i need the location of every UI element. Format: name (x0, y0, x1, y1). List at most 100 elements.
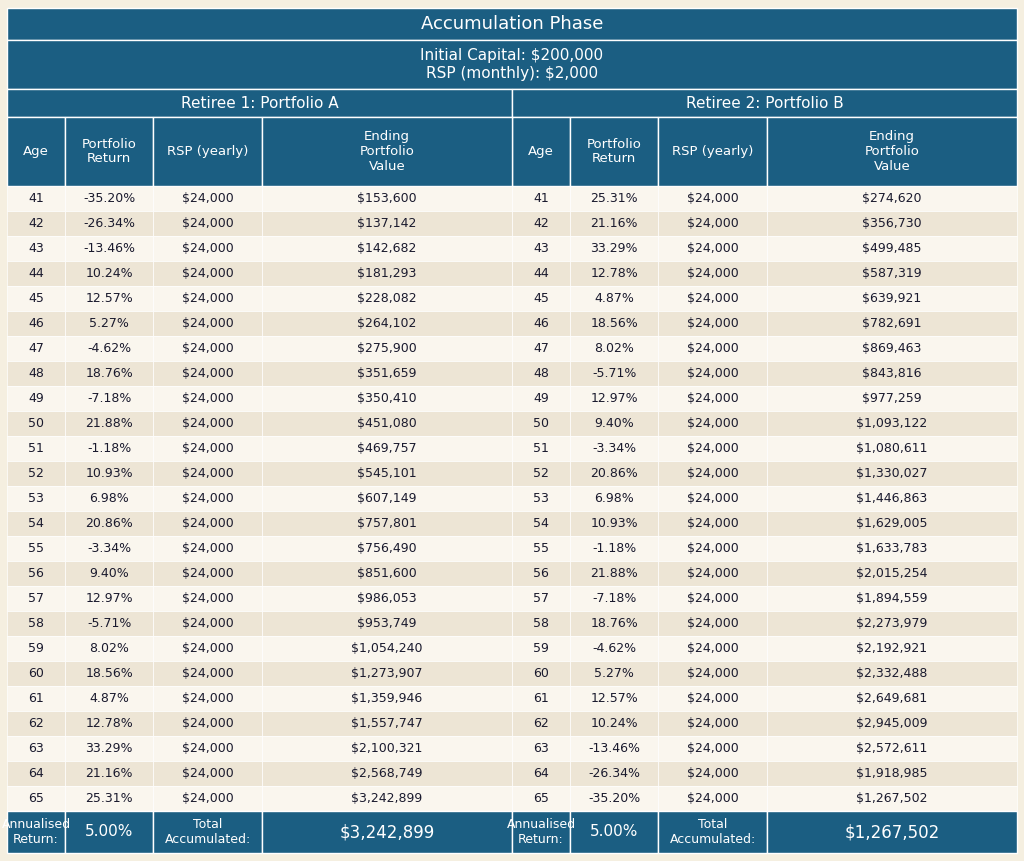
Bar (7, 8, 1017, 40)
Text: Ending
Portfolio
Value: Ending Portfolio Value (359, 130, 415, 173)
Bar (658, 686, 767, 711)
Bar (66, 761, 154, 786)
Text: $24,000: $24,000 (687, 417, 738, 430)
Text: 62: 62 (29, 717, 44, 730)
Bar (658, 261, 767, 286)
Bar (512, 336, 570, 361)
Text: $587,319: $587,319 (862, 267, 922, 280)
Bar (7, 461, 66, 486)
Bar (570, 211, 658, 236)
Text: 55: 55 (534, 542, 549, 555)
Bar (154, 536, 262, 561)
Bar (262, 311, 512, 336)
Bar (658, 117, 767, 186)
Bar (570, 461, 658, 486)
Text: 6.98%: 6.98% (594, 492, 634, 505)
Bar (570, 361, 658, 386)
Text: 4.87%: 4.87% (594, 292, 634, 305)
Bar (658, 561, 767, 586)
Bar (512, 211, 570, 236)
Bar (154, 211, 262, 236)
Bar (154, 636, 262, 661)
Bar (767, 361, 1017, 386)
Bar (570, 811, 658, 853)
Bar (570, 236, 658, 261)
Text: $274,620: $274,620 (862, 192, 922, 205)
Bar (767, 786, 1017, 811)
Bar (767, 811, 1017, 853)
Text: $24,000: $24,000 (687, 217, 738, 230)
Text: $275,900: $275,900 (357, 342, 417, 355)
Text: $24,000: $24,000 (182, 592, 233, 605)
Bar (154, 311, 262, 336)
Bar (658, 411, 767, 436)
Bar (570, 511, 658, 536)
Text: $24,000: $24,000 (182, 792, 233, 805)
Bar (570, 611, 658, 636)
Bar (7, 117, 66, 186)
Bar (570, 686, 658, 711)
Bar (512, 117, 570, 186)
Text: 25.31%: 25.31% (591, 192, 638, 205)
Text: 20.86%: 20.86% (85, 517, 133, 530)
Text: $350,410: $350,410 (357, 392, 417, 405)
Text: $2,572,611: $2,572,611 (856, 742, 928, 755)
Text: $24,000: $24,000 (687, 242, 738, 255)
Text: RSP (yearly): RSP (yearly) (167, 145, 249, 158)
Bar (658, 611, 767, 636)
Text: 12.57%: 12.57% (591, 692, 638, 705)
Text: $24,000: $24,000 (687, 367, 738, 380)
Text: $2,273,979: $2,273,979 (856, 617, 928, 630)
Text: $24,000: $24,000 (182, 367, 233, 380)
Text: 46: 46 (534, 317, 549, 330)
Bar (512, 511, 570, 536)
Text: 5.27%: 5.27% (594, 667, 634, 680)
Text: 9.40%: 9.40% (89, 567, 129, 580)
Bar (7, 561, 66, 586)
Bar (66, 386, 154, 411)
Text: $24,000: $24,000 (182, 542, 233, 555)
Bar (154, 236, 262, 261)
Bar (154, 786, 262, 811)
Bar (262, 811, 512, 853)
Bar (262, 511, 512, 536)
Bar (262, 286, 512, 311)
Text: -35.20%: -35.20% (588, 792, 640, 805)
Text: 47: 47 (534, 342, 549, 355)
Bar (7, 811, 66, 853)
Bar (7, 411, 66, 436)
Bar (66, 711, 154, 736)
Text: -3.34%: -3.34% (87, 542, 131, 555)
Bar (262, 186, 512, 211)
Bar (7, 186, 66, 211)
Bar (262, 786, 512, 811)
Bar (658, 736, 767, 761)
Text: $137,142: $137,142 (357, 217, 417, 230)
Bar (7, 486, 66, 511)
Text: $24,000: $24,000 (687, 492, 738, 505)
Text: Portfolio
Return: Portfolio Return (82, 138, 136, 165)
Text: $782,691: $782,691 (862, 317, 922, 330)
Bar (767, 211, 1017, 236)
Text: 10.93%: 10.93% (85, 467, 133, 480)
Text: 59: 59 (28, 642, 44, 655)
Bar (262, 486, 512, 511)
Bar (66, 486, 154, 511)
Bar (7, 261, 66, 286)
Bar (658, 636, 767, 661)
Text: 49: 49 (29, 392, 44, 405)
Bar (66, 211, 154, 236)
Bar (154, 261, 262, 286)
Text: $24,000: $24,000 (182, 392, 233, 405)
Text: $24,000: $24,000 (182, 692, 233, 705)
Bar (767, 586, 1017, 611)
Bar (7, 786, 66, 811)
Text: $639,921: $639,921 (862, 292, 922, 305)
Bar (7, 636, 66, 661)
Text: 21.88%: 21.88% (591, 567, 638, 580)
Text: $2,332,488: $2,332,488 (856, 667, 928, 680)
Text: -7.18%: -7.18% (592, 592, 637, 605)
Bar (7, 536, 66, 561)
Bar (512, 286, 570, 311)
Text: Retiree 1: Portfolio A: Retiree 1: Portfolio A (180, 96, 338, 110)
